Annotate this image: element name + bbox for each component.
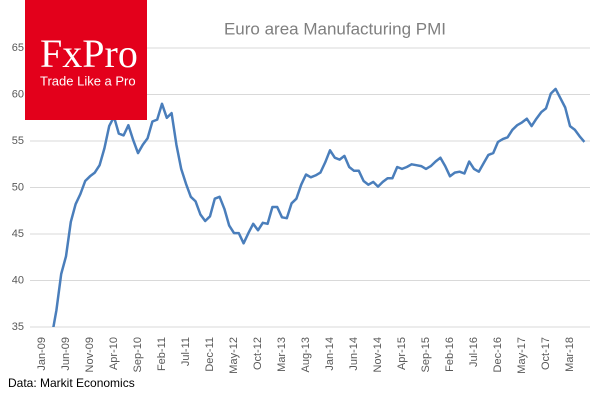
x-tick-label: Nov-09 — [84, 337, 96, 372]
x-tick-label: Oct-17 — [540, 337, 552, 370]
y-tick-label: 50 — [12, 181, 24, 193]
x-tick-label: Feb-16 — [444, 337, 456, 372]
x-tick-label: Aug-13 — [300, 337, 312, 372]
x-tick-label: Feb-11 — [156, 337, 168, 371]
y-tick-label: 45 — [12, 228, 24, 240]
logo-brand: FxPro — [40, 31, 138, 76]
x-tick-label: Jan-09 — [36, 337, 48, 371]
y-tick-label: 65 — [12, 42, 24, 54]
logo-box — [25, 0, 147, 120]
x-tick-label: Dec-11 — [204, 337, 216, 372]
y-tick-label: 40 — [12, 274, 24, 286]
x-tick-label: Jun-14 — [348, 337, 360, 371]
x-tick-label: Nov-14 — [372, 337, 384, 372]
chart-title: Euro area Manufacturing PMI — [224, 19, 446, 38]
x-tick-label: May-12 — [228, 337, 240, 374]
y-tick-label: 35 — [12, 321, 24, 333]
x-tick-label: Mar-13 — [276, 337, 288, 372]
y-tick-label: 55 — [12, 135, 24, 147]
x-tick-label: Oct-12 — [252, 337, 264, 370]
logo-tagline: Trade Like a Pro — [40, 73, 136, 88]
x-tick-label: Sep-15 — [420, 337, 432, 372]
source-note: Data: Markit Economics — [8, 376, 135, 390]
x-tick-label: Jul-11 — [180, 337, 192, 366]
x-tick-label: Mar-18 — [564, 337, 576, 372]
x-tick-label: Apr-15 — [396, 337, 408, 370]
x-tick-label: Jul-16 — [468, 337, 480, 367]
y-tick-label: 60 — [12, 88, 24, 100]
x-tick-label: Sep-10 — [132, 337, 144, 372]
x-tick-label: Jan-14 — [324, 337, 336, 371]
x-tick-label: Apr-10 — [108, 337, 120, 370]
x-tick-label: Jun-09 — [60, 337, 72, 371]
x-tick-label: May-17 — [516, 337, 528, 374]
data-line — [52, 87, 586, 327]
x-tick-label: Dec-16 — [492, 337, 504, 372]
